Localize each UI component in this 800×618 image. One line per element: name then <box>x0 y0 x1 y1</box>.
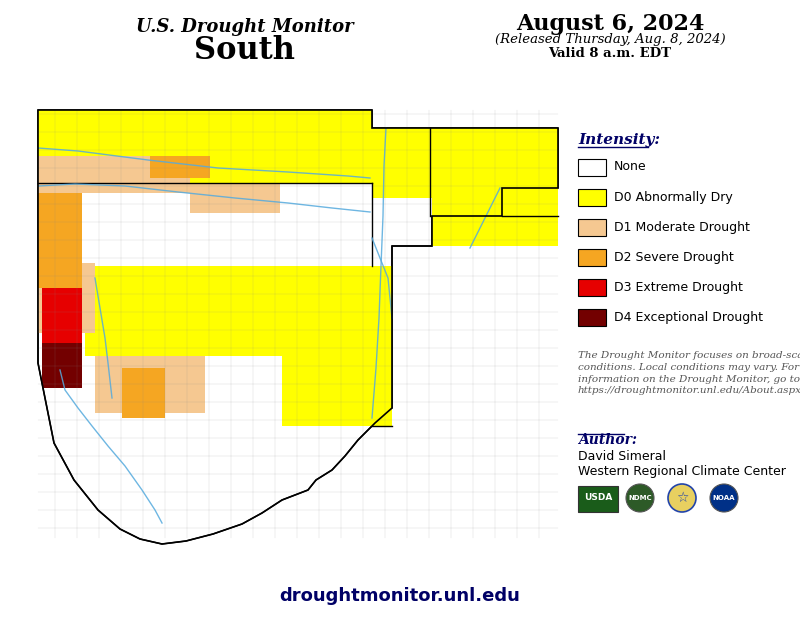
Polygon shape <box>190 183 280 213</box>
Text: U.S. Drought Monitor: U.S. Drought Monitor <box>136 18 354 36</box>
Text: NDMC: NDMC <box>628 495 652 501</box>
Polygon shape <box>38 193 82 288</box>
Text: D0 Abnormally Dry: D0 Abnormally Dry <box>614 190 733 203</box>
Bar <box>578 159 606 176</box>
Text: Author:: Author: <box>578 433 637 447</box>
Polygon shape <box>38 110 372 156</box>
Polygon shape <box>372 128 432 198</box>
Text: D2 Severe Drought: D2 Severe Drought <box>614 250 734 263</box>
Polygon shape <box>38 156 190 193</box>
Polygon shape <box>122 368 165 418</box>
Polygon shape <box>282 266 392 426</box>
Bar <box>578 249 606 266</box>
Circle shape <box>668 484 696 512</box>
Polygon shape <box>42 343 82 388</box>
Polygon shape <box>190 156 372 183</box>
Polygon shape <box>95 356 205 413</box>
Text: Valid 8 a.m. EDT: Valid 8 a.m. EDT <box>549 47 671 60</box>
Polygon shape <box>38 263 95 333</box>
Text: Intensity:: Intensity: <box>578 133 660 147</box>
Text: NOAA: NOAA <box>713 495 735 501</box>
Bar <box>578 219 606 236</box>
Bar <box>578 309 606 326</box>
Text: Western Regional Climate Center: Western Regional Climate Center <box>578 465 786 478</box>
Bar <box>578 279 606 296</box>
Text: South: South <box>194 35 295 66</box>
Text: D4 Exceptional Drought: D4 Exceptional Drought <box>614 310 763 323</box>
Circle shape <box>710 484 738 512</box>
Text: D1 Moderate Drought: D1 Moderate Drought <box>614 221 750 234</box>
Text: ☆: ☆ <box>676 491 688 505</box>
Text: August 6, 2024: August 6, 2024 <box>516 13 704 35</box>
Polygon shape <box>432 128 558 186</box>
Polygon shape <box>432 186 558 246</box>
Circle shape <box>626 484 654 512</box>
Bar <box>578 486 618 512</box>
Polygon shape <box>85 266 282 356</box>
Text: USDA: USDA <box>584 494 612 502</box>
Text: The Drought Monitor focuses on broad-scale
conditions. Local conditions may vary: The Drought Monitor focuses on broad-sca… <box>578 351 800 396</box>
Text: (Released Thursday, Aug. 8, 2024): (Released Thursday, Aug. 8, 2024) <box>494 33 726 46</box>
Text: droughtmonitor.unl.edu: droughtmonitor.unl.edu <box>279 587 521 605</box>
Text: D3 Extreme Drought: D3 Extreme Drought <box>614 281 743 294</box>
Polygon shape <box>150 156 210 178</box>
Text: David Simeral: David Simeral <box>578 450 666 463</box>
Bar <box>578 189 606 206</box>
Polygon shape <box>38 110 558 544</box>
Text: None: None <box>614 161 646 174</box>
Polygon shape <box>42 288 82 343</box>
